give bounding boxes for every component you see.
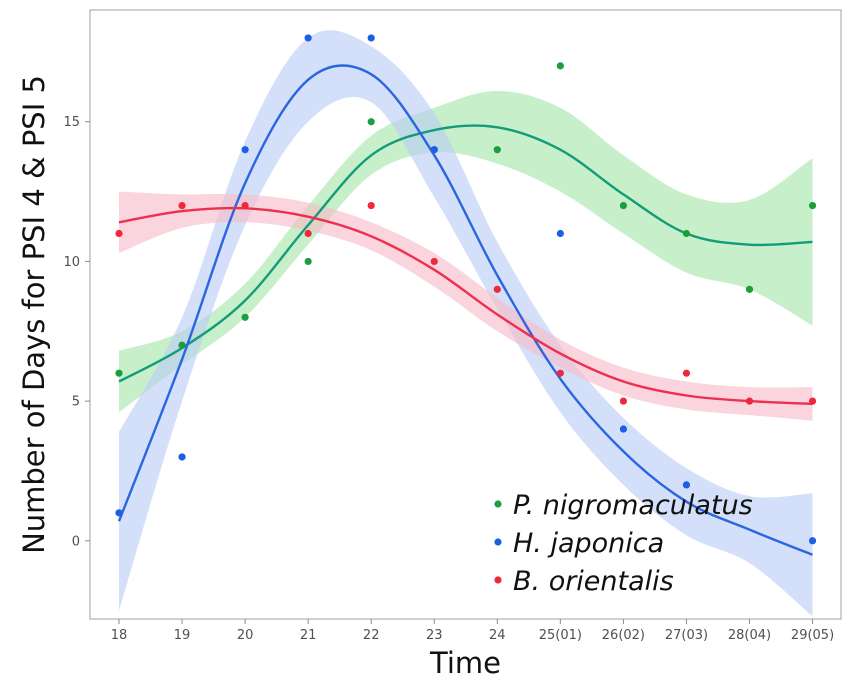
legend: P. nigromaculatus H. japonica B. orientali… [494, 490, 753, 597]
point-b-orientalis-24 [493, 285, 501, 293]
point-b-orientalis-19 [178, 201, 186, 210]
point-b-orientalis-23 [430, 257, 438, 266]
point-h-japonica-22 [367, 34, 375, 42]
plot-frame [89, 9, 842, 620]
legend-marker-p-nigromaculatus [494, 500, 502, 508]
point-b-orientalis-27-03 [682, 369, 691, 377]
legend-label-b-orientalis: B. orientalis [513, 566, 674, 597]
x-tick-label: 24 [489, 628, 506, 643]
x-axis-title: Time [429, 646, 501, 680]
point-h-japonica-29-05 [808, 537, 817, 545]
point-p-nigromaculatus-18 [115, 369, 123, 377]
point-p-nigromaculatus-24 [493, 146, 501, 154]
point-h-japonica-19 [178, 453, 186, 461]
axis-ticks: 18 19 20 21 22 23 24 25(01) 26(02) 27(03) 28(04) 29… [63, 115, 834, 643]
x-tick-label: 21 [300, 628, 317, 643]
band-h-japonica [119, 30, 813, 617]
band-p-nigromaculatus [119, 91, 813, 413]
point-h-japonica-25-01 [556, 229, 564, 238]
y-tick-label: 5 [72, 395, 80, 410]
point-p-nigromaculatus-21 [304, 257, 312, 266]
point-b-orientalis-25-01 [556, 369, 564, 377]
point-h-japonica-21 [304, 34, 312, 42]
x-tick-label: 19 [174, 628, 191, 643]
point-b-orientalis-18 [115, 229, 123, 238]
point-p-nigromaculatus-27-03 [682, 229, 691, 238]
x-tick-label: 18 [111, 628, 128, 643]
point-p-nigromaculatus-20 [241, 313, 249, 321]
point-p-nigromaculatus-25-01 [556, 62, 564, 70]
x-tick-label: 29(05) [791, 628, 834, 643]
point-b-orientalis-21 [304, 229, 312, 238]
point-p-nigromaculatus-28-04 [745, 285, 754, 293]
legend-label-p-nigromaculatus: P. nigromaculatus [513, 490, 753, 521]
x-tick-label: 28(04) [728, 628, 771, 643]
point-b-orientalis-22 [367, 201, 375, 210]
y-tick-label: 10 [63, 255, 80, 270]
fit-line-h-japonica [117, 64, 813, 556]
point-b-orientalis-20 [241, 201, 249, 210]
legend-label-h-japonica: H. japonica [513, 528, 664, 559]
point-p-nigromaculatus-19 [178, 341, 186, 349]
y-tick-label: 0 [72, 534, 80, 549]
data-points [115, 34, 817, 545]
fit-line-b-orientalis [118, 206, 813, 406]
x-tick-label: 26(02) [602, 628, 645, 643]
legend-marker-b-orientalis [494, 576, 502, 584]
x-tick-label: 25(01) [539, 628, 582, 643]
point-b-orientalis-28-04 [745, 397, 754, 405]
legend-marker-h-japonica [494, 538, 502, 546]
x-tick-label: 23 [426, 628, 443, 643]
point-p-nigromaculatus-29-05 [808, 201, 817, 210]
point-h-japonica-23 [430, 146, 438, 154]
point-b-orientalis-26-02 [619, 397, 628, 405]
confidence-bands [119, 30, 813, 617]
y-axis-title: Number of Days for PSI 4 & PSI 5 [17, 75, 51, 554]
point-h-japonica-20 [241, 146, 249, 154]
point-h-japonica-18 [115, 509, 123, 517]
band-b-orientalis [119, 191, 813, 421]
point-p-nigromaculatus-22 [367, 118, 375, 126]
x-tick-label: 27(03) [665, 628, 708, 643]
x-tick-label: 22 [363, 628, 380, 643]
point-h-japonica-26-02 [619, 425, 628, 433]
y-tick-label: 15 [63, 115, 80, 130]
point-b-orientalis-29-05 [808, 397, 817, 405]
point-p-nigromaculatus-26-02 [619, 201, 628, 210]
point-h-japonica-27-03 [682, 481, 691, 489]
x-tick-label: 20 [237, 628, 254, 643]
